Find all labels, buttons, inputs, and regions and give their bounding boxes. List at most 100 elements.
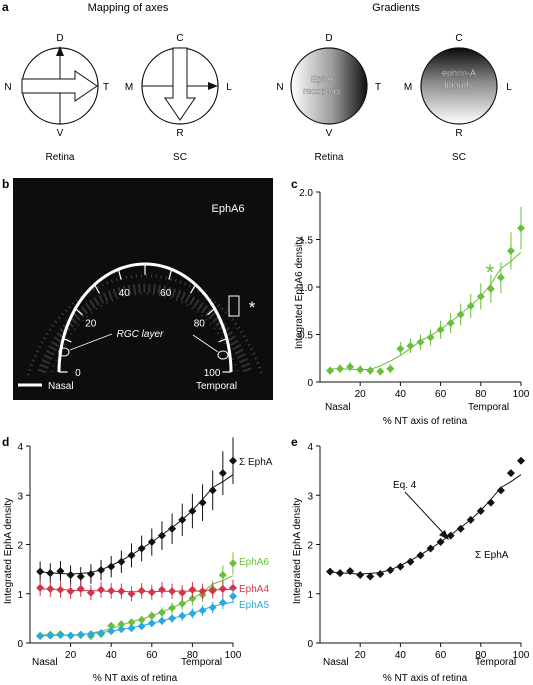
series-label: EphA6 (239, 557, 269, 568)
y-tick-label: 1.5 (299, 236, 313, 247)
y-tick-label: 3 (17, 491, 23, 502)
data-point (56, 567, 65, 576)
micro-temporal: Temporal (196, 381, 237, 392)
series-label: EphA4 (239, 584, 269, 595)
x-tick-label: 60 (146, 650, 158, 661)
grad-retina-n: N (276, 82, 283, 93)
data-point (517, 456, 525, 465)
data-point (218, 571, 227, 580)
data-point (326, 366, 335, 375)
fit-curve (40, 601, 234, 637)
data-point (127, 618, 136, 627)
panel-e-letter: e (291, 435, 298, 449)
data-point (406, 557, 415, 566)
data-point (446, 531, 455, 540)
arc-tick-label: 0 (75, 368, 81, 379)
data-point (86, 630, 95, 639)
arc-tick (189, 284, 197, 294)
data-point (218, 584, 227, 593)
arc-tick-label: 80 (194, 318, 206, 329)
data-point (97, 585, 106, 594)
retina-n: N (4, 82, 11, 93)
y-tick-label: 0 (307, 639, 313, 650)
x-tick-label: 100 (225, 650, 242, 661)
panel-c-letter: c (291, 177, 298, 191)
chart-e: 0 1 2 3 4 20 40 60 80 100 (307, 442, 529, 661)
e-nasal: Nasal (323, 657, 349, 668)
data-point (466, 302, 475, 310)
y-tick-label: 0 (17, 639, 23, 650)
retina-gradient-diagram: D V N T EphA receptors Retina (276, 33, 381, 163)
data-point (506, 469, 515, 478)
grad-retina-inner-2: receptors (303, 86, 341, 96)
data-point (188, 594, 197, 603)
micro-title: EphA6 (211, 203, 244, 215)
data-point (137, 615, 146, 624)
panel-d-letter: d (2, 435, 9, 449)
arc-tick (75, 308, 83, 316)
arc-tick-label: 20 (85, 318, 97, 329)
series-label: Σ EphA (239, 457, 273, 468)
sc-caption: SC (173, 152, 187, 163)
data-point (86, 588, 95, 597)
data-point (157, 585, 166, 594)
data-point (476, 292, 485, 301)
retina-v: V (57, 128, 64, 139)
data-point (56, 631, 65, 640)
data-point (456, 310, 465, 319)
data-point (147, 611, 156, 620)
data-point (66, 631, 75, 640)
data-point (86, 570, 95, 579)
data-point (506, 246, 515, 255)
e-ylabel: Integrated EphA density (292, 498, 303, 604)
data-point (147, 588, 156, 597)
y-tick-label: 1.0 (299, 283, 313, 294)
data-point (66, 571, 75, 580)
data-point (517, 224, 525, 233)
data-point (208, 586, 217, 595)
data-point (127, 624, 136, 633)
sc-m: M (125, 82, 133, 93)
data-point (416, 338, 425, 347)
data-point (36, 632, 45, 641)
panel-b-letter: b (2, 177, 9, 191)
x-tick-label: 20 (65, 650, 77, 661)
data-point (326, 567, 335, 576)
y-tick-label: 1 (17, 590, 23, 601)
data-point (208, 486, 217, 495)
grad-sc-l: L (506, 82, 512, 93)
data-point (198, 498, 207, 507)
data-point (157, 531, 166, 540)
data-point (188, 585, 197, 594)
data-point (137, 544, 146, 553)
y-tick-label: 2 (307, 541, 313, 552)
c-temporal: Temporal (468, 402, 509, 413)
data-point (127, 589, 136, 598)
x-tick-label: 20 (355, 389, 367, 400)
data-point (66, 587, 75, 596)
sc-gradient-diagram: C R M L ephrin-A ligands SC (404, 33, 512, 163)
c-asterisk: * (486, 260, 495, 285)
arc-tick-label: 40 (119, 288, 131, 299)
e-temporal: Temporal (475, 657, 516, 668)
sc-axis-diagram: C R M L SC (125, 33, 232, 163)
data-point (76, 630, 85, 639)
data-point (229, 456, 237, 465)
data-point (496, 486, 505, 495)
grad-sc-r: R (455, 128, 462, 139)
arc-tick-label: 60 (160, 288, 172, 299)
data-point (456, 524, 465, 533)
micro-nasal: Nasal (48, 381, 74, 392)
data-point (476, 507, 485, 516)
fit-curve (40, 474, 234, 575)
micrograph: 0 20 40 60 80 100 EphA6 RGC layer * Nasal Tem… (13, 178, 273, 400)
arc-tick (218, 338, 228, 343)
data-point (46, 584, 55, 593)
data-point (426, 333, 435, 342)
e-sum-label: Σ EphA (475, 550, 509, 561)
data-point (46, 569, 55, 578)
data-point (366, 366, 375, 375)
retina-axis-diagram: D V N T Retina (4, 33, 109, 163)
data-point (157, 608, 166, 617)
data-point (137, 622, 146, 631)
